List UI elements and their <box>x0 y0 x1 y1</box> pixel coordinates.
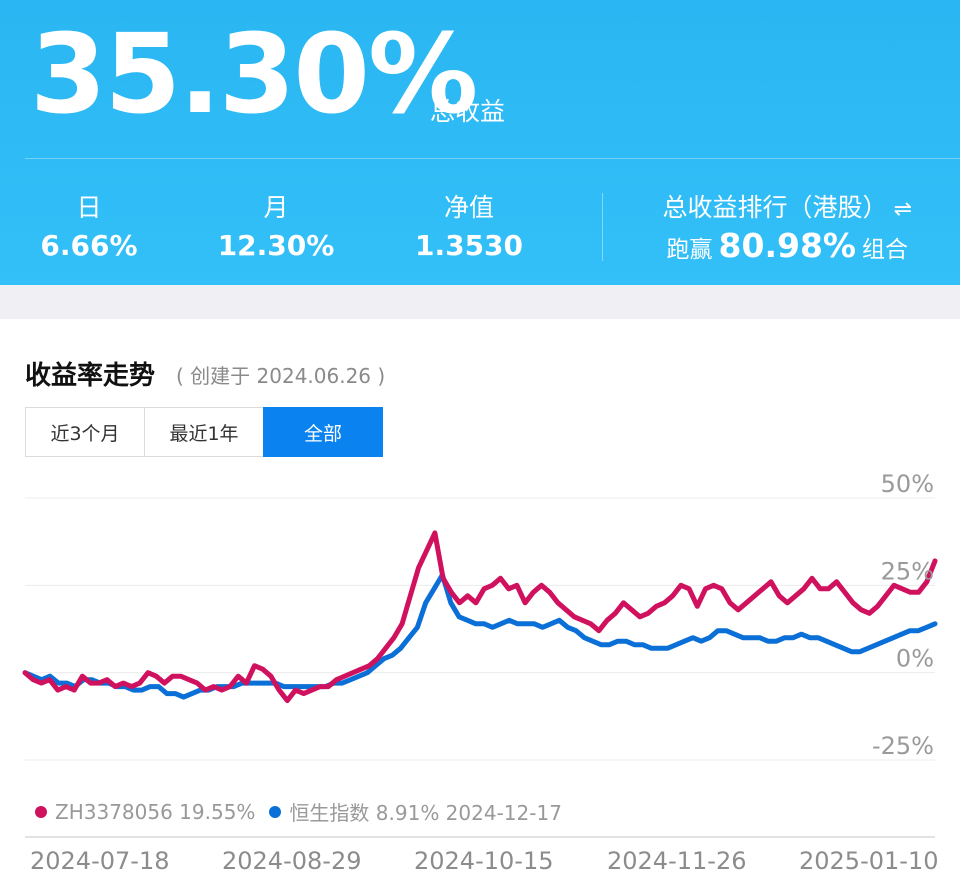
tab-all[interactable]: 全部 <box>263 407 383 457</box>
tab-3-months[interactable]: 近3个月 <box>25 407 145 457</box>
tab-1-year[interactable]: 最近1年 <box>144 407 264 457</box>
index-legend-text: 恒生指数 8.91% 2024-12-17 <box>289 801 562 825</box>
portfolio-legend-text: ZH3378056 19.55% <box>55 799 256 824</box>
x-tick-label: 2025-01-10 <box>799 847 939 875</box>
stat-nav: 净值 1.3530 <box>394 192 544 268</box>
section-gap <box>0 285 960 319</box>
stat-nav-value: 1.3530 <box>414 229 524 262</box>
portfolio-legend-dot <box>35 805 47 818</box>
section-subtitle: ( 创建于 2024.06.26 ) <box>176 364 386 388</box>
y-tick-label: -25% <box>872 732 934 760</box>
range-tabs: 近3个月 最近1年 全部 <box>25 407 383 457</box>
rank-percent: 80.98% <box>718 226 856 265</box>
x-axis-line <box>25 836 935 838</box>
return-chart: 50% 25% 0% -25% <box>22 470 938 761</box>
rank-suffix: 组合 <box>862 237 908 263</box>
stat-month-value: 12.30% <box>217 229 335 262</box>
summary-header: 35.30% 总收益 日 6.66% 月 12.30% 净值 1.3530 总收… <box>0 0 960 285</box>
x-tick-label: 2024-11-26 <box>607 847 747 875</box>
stat-day-value: 6.66% <box>40 229 138 262</box>
swap-icon[interactable]: ⇌ <box>893 197 912 222</box>
rank-title-text: 总收益排行（港股） <box>662 193 888 222</box>
x-tick-label: 2024-07-18 <box>30 847 170 875</box>
rank-result: 跑赢 80.98% 组合 <box>667 226 908 270</box>
header-divider <box>25 158 960 159</box>
x-tick-label: 2024-10-15 <box>414 847 554 875</box>
stat-month: 月 12.30% <box>201 192 351 268</box>
index-legend-dot <box>269 805 282 818</box>
chart-legend: ZH3378056 19.55% 恒生指数 8.91% 2024-12-17 <box>35 797 562 826</box>
stat-day-label: 日 <box>76 193 102 222</box>
stat-day: 日 6.66% <box>14 192 164 268</box>
x-tick-label: 2024-08-29 <box>222 847 362 875</box>
index-series-line <box>22 572 938 700</box>
y-tick-label: 50% <box>881 470 934 498</box>
total-return-value: 35.30% <box>30 10 478 138</box>
total-return-label: 总收益 <box>430 97 506 126</box>
stat-nav-label: 净值 <box>443 193 494 222</box>
stats-separator <box>602 193 603 261</box>
section-title: 收益率走势 <box>25 361 156 391</box>
rank-title[interactable]: 总收益排行（港股） ⇌ <box>663 192 912 226</box>
y-tick-label: 25% <box>881 557 934 585</box>
stat-month-label: 月 <box>263 193 289 222</box>
rank-prefix: 跑赢 <box>666 237 713 263</box>
portfolio-series-line <box>22 530 938 704</box>
y-tick-label: 0% <box>896 645 934 673</box>
